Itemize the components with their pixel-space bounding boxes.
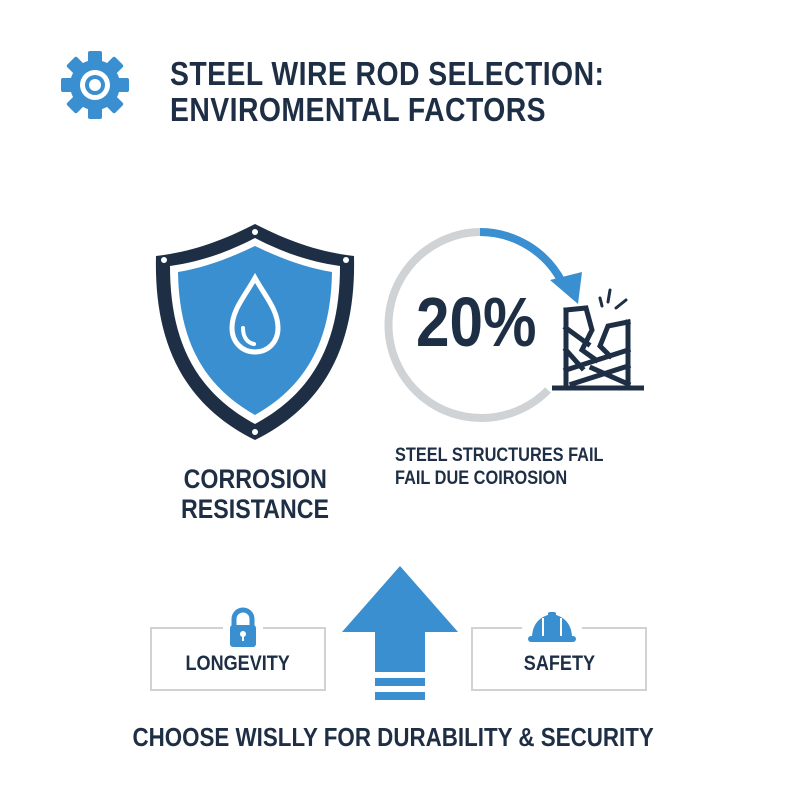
statistic-line-2: FAIL DUE COIROSION — [395, 468, 568, 489]
hard-hat-icon — [522, 612, 582, 646]
statistic-value: 20% — [416, 283, 537, 361]
lock-icon — [223, 607, 263, 649]
shield-water-drop-icon — [155, 224, 355, 440]
progress-ring — [384, 228, 582, 422]
title-line-2: ENVIROMENTAL FACTORS — [170, 91, 546, 128]
safety-label: SAFETY — [523, 652, 595, 675]
page-title: STEEL WIRE ROD SELECTION: ENVIROMENTAL F… — [170, 56, 675, 128]
tagline-text: CHOOSE WISLLY FOR DURABILITY & SECURITY — [132, 722, 654, 752]
tagline: CHOOSE WISLLY FOR DURABILITY & SECURITY — [0, 722, 786, 753]
corrosion-line-1: CORROSION — [183, 464, 327, 494]
progress-ring-fill — [479, 228, 566, 284]
broken-structure-icon — [552, 288, 644, 391]
progress-ring-track — [384, 228, 551, 422]
statistic-line-1: STEEL STRUCTURES FAIL — [395, 445, 604, 466]
up-arrow-icon — [342, 566, 458, 700]
gear-icon — [61, 51, 129, 119]
title-line-1: STEEL WIRE ROD SELECTION: — [170, 55, 605, 92]
statistic-text: STEEL STRUCTURES FAIL FAIL DUE COIROSION — [395, 444, 637, 490]
benefit-longevity: LONGEVITY — [150, 627, 326, 691]
longevity-label: LONGEVITY — [185, 652, 291, 675]
corrosion-resistance-label: CORROSION RESISTANCE — [135, 464, 375, 524]
arrow-head-icon — [550, 272, 582, 304]
corrosion-line-2: RESISTANCE — [181, 494, 329, 524]
